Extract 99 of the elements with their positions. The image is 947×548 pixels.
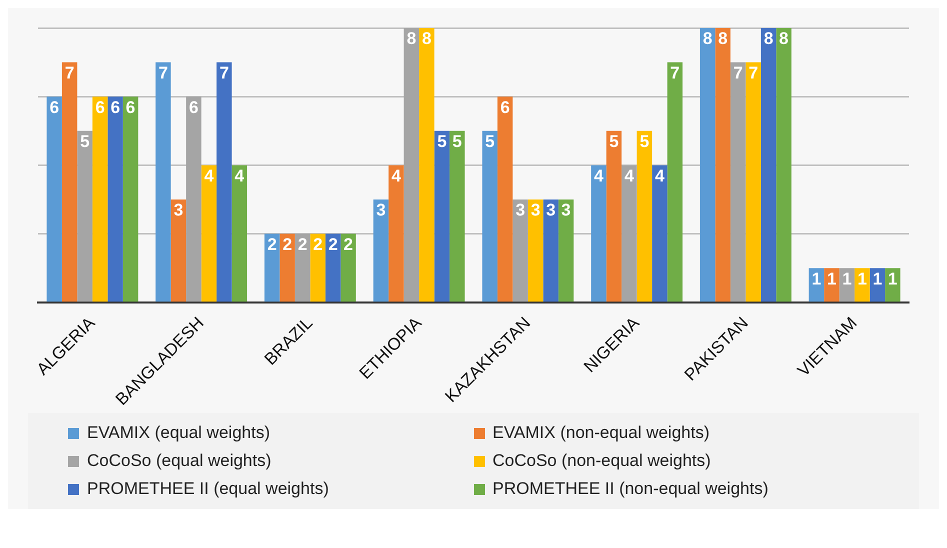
bar: [512, 200, 528, 302]
data-label: 6: [95, 98, 105, 117]
bar: [715, 28, 730, 302]
data-label: 7: [748, 63, 758, 82]
bar: [434, 130, 450, 302]
data-label: 4: [654, 166, 665, 186]
data-label: 4: [391, 166, 402, 186]
data-label: 7: [670, 63, 680, 82]
data-label: 7: [733, 63, 743, 82]
bar: [730, 62, 746, 302]
data-label: 5: [437, 132, 447, 152]
data-label: 5: [452, 132, 462, 152]
bar: [201, 165, 217, 302]
data-label: 1: [857, 269, 867, 288]
data-label: 1: [842, 269, 852, 288]
bar: [232, 165, 248, 302]
data-label: 1: [872, 269, 882, 288]
data-label: 8: [764, 29, 774, 48]
data-label: 4: [204, 166, 214, 186]
data-label: 4: [624, 166, 634, 186]
bar: [388, 165, 404, 302]
data-label: 2: [282, 234, 292, 254]
bar: [92, 96, 108, 302]
bar: [667, 62, 683, 302]
data-label: 3: [530, 200, 540, 220]
data-label: 5: [485, 132, 495, 152]
legend-label: EVAMIX (non-equal weights): [492, 423, 710, 443]
bar: [450, 130, 465, 302]
data-label: 8: [779, 29, 789, 48]
bar: [419, 28, 434, 302]
bar: [700, 28, 716, 302]
bar: [606, 130, 622, 302]
bar: [170, 200, 186, 302]
bar: [543, 200, 558, 302]
bar: [46, 96, 62, 302]
bar: [854, 268, 870, 302]
data-label: 7: [219, 63, 229, 82]
data-label: 6: [500, 98, 510, 117]
bar: [62, 62, 78, 302]
data-label: 1: [812, 269, 822, 288]
bar: [77, 130, 92, 302]
data-label: 2: [267, 234, 277, 254]
legend-label: PROMETHEE II (equal weights): [87, 479, 329, 499]
bar: [186, 96, 202, 302]
data-label: 1: [826, 269, 836, 288]
legend-label: CoCoSo (non-equal weights): [492, 451, 711, 471]
legend-label: PROMETHEE II (non-equal weights): [492, 479, 768, 499]
bar: [108, 96, 123, 302]
data-label: 6: [188, 98, 198, 117]
data-label: 5: [640, 132, 650, 152]
legend-label: CoCoSo (equal weights): [87, 451, 272, 471]
bar: [482, 130, 498, 302]
bar: [558, 200, 574, 302]
data-label: 1: [888, 269, 898, 288]
data-label: 3: [561, 200, 571, 220]
bar: [760, 28, 776, 302]
data-label: 6: [126, 98, 136, 117]
data-label: 6: [50, 98, 60, 117]
bar: [264, 234, 280, 302]
data-label: 5: [80, 132, 90, 152]
bar: [776, 28, 792, 302]
bar: [824, 268, 840, 302]
bar: [746, 62, 761, 302]
bar: [528, 200, 544, 302]
data-label: 2: [344, 234, 354, 254]
bar: [636, 130, 652, 302]
data-label: 4: [234, 166, 245, 186]
bar: [325, 234, 341, 302]
data-label: 6: [110, 98, 120, 117]
bar: [885, 268, 900, 302]
data-label: 4: [594, 166, 604, 186]
bar: [340, 234, 356, 302]
data-label: 8: [406, 29, 416, 48]
bar: [294, 234, 310, 302]
data-label: 5: [609, 132, 619, 152]
data-label: 7: [64, 63, 74, 82]
data-label: 2: [313, 234, 323, 254]
data-label: 3: [376, 200, 386, 220]
bar: [404, 28, 420, 302]
data-label: 2: [298, 234, 308, 254]
bar: [622, 165, 637, 302]
data-label: 3: [174, 200, 184, 220]
data-label: 7: [158, 63, 168, 82]
legend-label: EVAMIX (equal weights): [87, 423, 270, 443]
bar: [122, 96, 138, 302]
bar: [156, 62, 171, 302]
bar: [310, 234, 326, 302]
bar: [373, 200, 389, 302]
data-label: 3: [516, 200, 526, 220]
bar: [280, 234, 295, 302]
bar: [591, 165, 606, 302]
bar: [652, 165, 668, 302]
bar: [497, 96, 513, 302]
bar: [216, 62, 232, 302]
data-label: 8: [718, 29, 728, 48]
data-label: 8: [702, 29, 712, 48]
data-label: 8: [422, 29, 432, 48]
data-label: 2: [328, 234, 338, 254]
data-label: 3: [546, 200, 556, 220]
